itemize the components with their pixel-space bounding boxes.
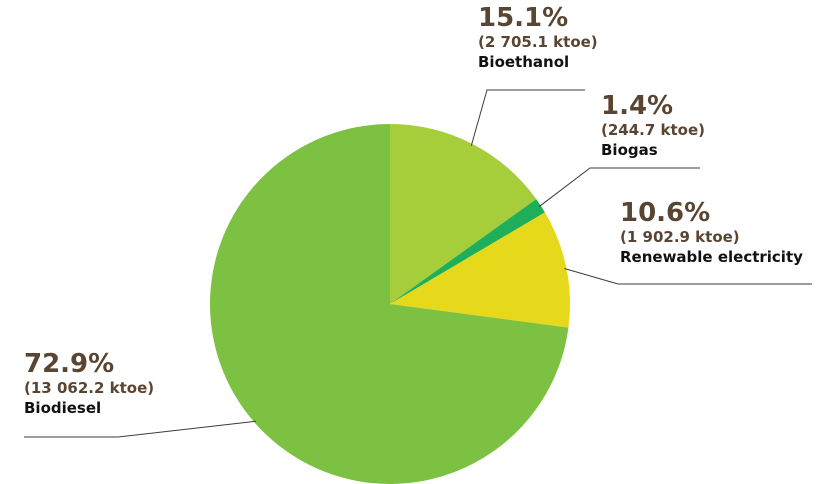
label-biogas: 1.4% (244.7 ktoe) Biogas xyxy=(601,92,705,159)
label-renewable-electricity: 10.6% (1 902.9 ktoe) Renewable electrici… xyxy=(620,199,803,266)
biodiesel-value: (13 062.2 ktoe) xyxy=(24,380,154,397)
renewable-electricity-percent: 10.6% xyxy=(620,199,803,229)
bioethanol-percent: 15.1% xyxy=(478,4,598,34)
biodiesel-name: Biodiesel xyxy=(24,400,154,417)
biogas-name: Biogas xyxy=(601,142,705,159)
leader-line-renewable-electricity xyxy=(564,269,812,285)
bioethanol-name: Bioethanol xyxy=(478,54,598,71)
biodiesel-percent: 72.9% xyxy=(24,350,154,380)
label-bioethanol: 15.1% (2 705.1 ktoe) Bioethanol xyxy=(478,4,598,71)
label-biodiesel: 72.9% (13 062.2 ktoe) Biodiesel xyxy=(24,350,154,417)
biogas-percent: 1.4% xyxy=(601,92,705,122)
renewable-electricity-name: Renewable electricity xyxy=(620,249,803,266)
bioethanol-value: (2 705.1 ktoe) xyxy=(478,34,598,51)
leader-line-biodiesel xyxy=(24,421,256,437)
leader-line-bioethanol xyxy=(471,90,585,146)
renewable-electricity-value: (1 902.9 ktoe) xyxy=(620,229,803,246)
biogas-value: (244.7 ktoe) xyxy=(601,122,705,139)
